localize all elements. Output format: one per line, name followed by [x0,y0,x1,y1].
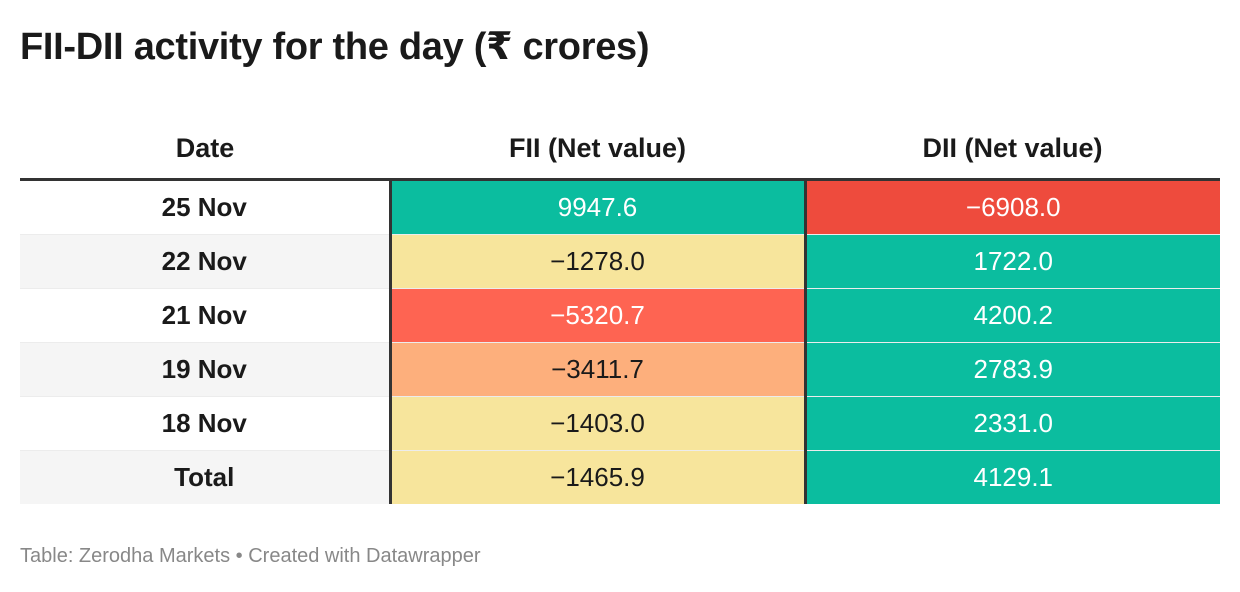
fii-cell: −1278.0 [388,234,807,289]
page-title: FII-DII activity for the day (₹ crores) [20,26,650,68]
fii-cell: −5320.7 [388,288,807,343]
column-header-dii: DII (Net value) [805,118,1220,181]
table-row: 22 Nov −1278.0 1722.0 [20,234,1220,289]
dii-cell: 2783.9 [805,342,1220,397]
table-header-row: Date FII (Net value) DII (Net value) [20,118,1220,181]
fii-dii-table: Date FII (Net value) DII (Net value) 25 … [20,118,1220,504]
dii-cell: 1722.0 [805,234,1220,289]
table-total-row: Total −1465.9 4129.1 [20,450,1220,504]
fii-cell: −1403.0 [388,396,807,451]
source-footer: Table: Zerodha Markets • Created with Da… [20,545,481,567]
table-row: 19 Nov −3411.7 2783.9 [20,342,1220,397]
fii-cell: −3411.7 [388,342,807,397]
column-header-date: Date [20,118,390,181]
dii-cell: −6908.0 [805,179,1220,235]
dii-total-cell: 4129.1 [805,450,1220,504]
table-row: 18 Nov −1403.0 2331.0 [20,396,1220,451]
date-cell: 25 Nov [20,179,390,235]
date-cell: 22 Nov [20,234,390,289]
column-header-fii: FII (Net value) [390,118,805,181]
date-cell: 19 Nov [20,342,390,397]
table-row: 25 Nov 9947.6 −6908.0 [20,179,1220,235]
dii-cell: 4200.2 [805,288,1220,343]
table-row: 21 Nov −5320.7 4200.2 [20,288,1220,343]
dii-cell: 2331.0 [805,396,1220,451]
fii-cell: 9947.6 [388,179,807,235]
date-cell: 21 Nov [20,288,390,343]
total-label-cell: Total [20,450,390,504]
date-cell: 18 Nov [20,396,390,451]
fii-total-cell: −1465.9 [388,450,807,504]
